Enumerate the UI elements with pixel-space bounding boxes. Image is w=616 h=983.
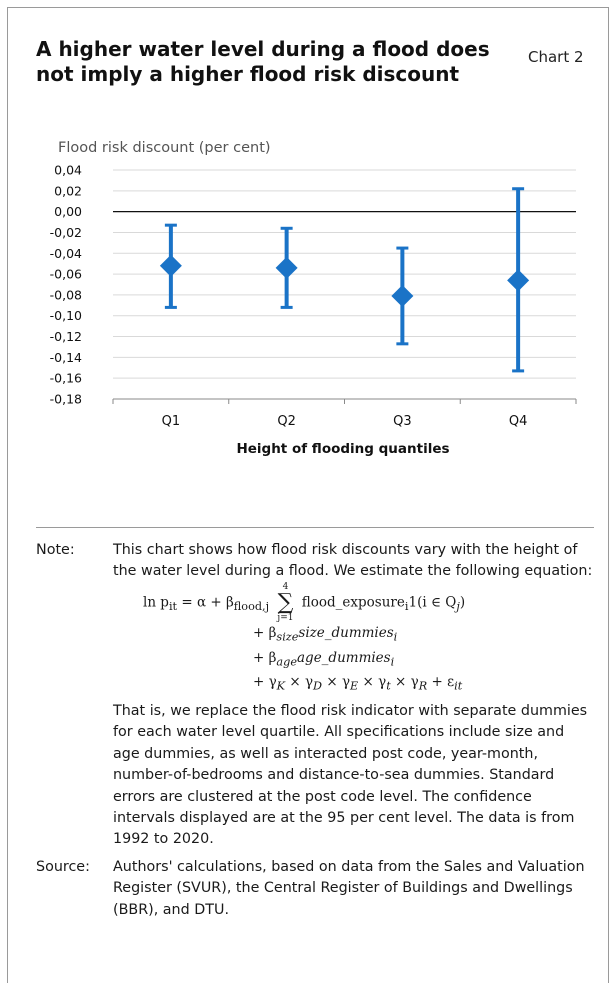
note-body: That is, we replace the flood risk indic… [113, 702, 588, 848]
y-tick-label: 0,04 [54, 163, 82, 178]
source-block: Source: Authors' calculations, based on … [36, 857, 594, 921]
chart-title: A higher water level during a flood does… [36, 37, 490, 86]
x-tick-label: Q1 [162, 414, 181, 429]
x-tick-label: Q2 [277, 414, 296, 429]
estimate-marker [507, 269, 530, 292]
data-marks [159, 187, 530, 373]
estimate-marker [275, 256, 298, 279]
equation: ln pit = α + βflood,j 4 ∑ j=1 flood_expo… [143, 581, 594, 697]
source-label: Source: [36, 858, 90, 875]
notes-section: Note: This chart shows how flood risk di… [36, 540, 594, 921]
note-block: Note: This chart shows how flood risk di… [36, 540, 594, 851]
note-intro: This chart shows how flood risk discount… [113, 542, 593, 580]
y-axis-label: Flood risk discount (per cent) [58, 140, 271, 156]
x-axis-label: Height of flooding quantiles [236, 441, 449, 457]
y-tick-label: -0,08 [50, 287, 82, 302]
y-tick-label: -0,14 [50, 350, 82, 365]
estimate-marker [391, 284, 414, 307]
equation-line-2: + βsizesize_dummiesi [253, 624, 398, 644]
note-label: Note: [36, 542, 75, 558]
source-text: Authors' calculations, based on data fro… [113, 858, 585, 918]
y-tick-label: 0,00 [54, 204, 82, 219]
y-tick-label: -0,10 [50, 308, 82, 323]
x-tick-label: Q4 [509, 414, 528, 429]
chart-frame [7, 7, 609, 983]
axes: 0,04 0,02 0,00 -0,02 -0,04 -0,06 -0,08 -0,10 -0,… [50, 163, 577, 429]
error-bar-chart: 0,04 0,02 0,00 -0,02 -0,04 -0,06 -0,08 -0,10 -0,… [50, 140, 577, 457]
y-tick-label: -0,02 [50, 225, 82, 240]
x-tick-label: Q3 [393, 414, 412, 429]
chart-number-label: Chart 2 [528, 48, 584, 66]
y-tick-label: -0,06 [50, 267, 82, 282]
grid-lines [113, 169, 576, 400]
y-tick-label: -0,16 [50, 371, 82, 386]
divider [36, 527, 594, 528]
y-tick-label: -0,04 [50, 246, 82, 261]
equation-line-3: + βageage_dummiesi [253, 649, 395, 669]
equation-line-4: + γK × γD × γE × γt × γR + εit [253, 674, 463, 693]
equation-line-1: ln pit = α + βflood,j 4 ∑ j=1 flood_expo… [143, 581, 466, 623]
estimate-marker [159, 254, 182, 277]
y-tick-label: -0,18 [50, 392, 82, 407]
summation-sign: 4 ∑ j=1 [277, 581, 294, 623]
y-tick-label: 0,02 [54, 183, 82, 198]
y-tick-label: -0,12 [50, 329, 82, 344]
